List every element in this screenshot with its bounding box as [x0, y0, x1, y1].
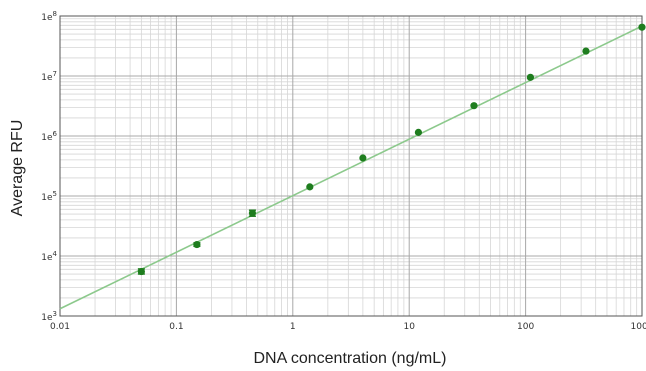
data-point [359, 154, 367, 162]
x-tick-label: 100 [517, 322, 534, 332]
data-point [306, 183, 314, 191]
data-point [470, 102, 478, 110]
x-tick-label: 0.01 [50, 322, 70, 332]
y-tick-label: 1e7 [41, 70, 57, 83]
data-point [638, 23, 646, 31]
y-tick-label: 1e8 [41, 10, 57, 23]
y-tick-label: 1e3 [41, 310, 57, 323]
y-tick-label: 1e4 [41, 250, 57, 263]
x-tick-labels: 0.01 0.1 1 10 100 1000 [50, 322, 646, 332]
plot-area-border [59, 15, 643, 317]
minor-grid [60, 16, 642, 316]
data-point [526, 73, 535, 81]
data-points [137, 23, 646, 276]
x-tick-label: 1000 [631, 322, 646, 332]
fit-line [59, 25, 643, 310]
x-tick-label: 1 [290, 322, 296, 332]
major-grid [59, 15, 643, 317]
data-point [582, 47, 590, 55]
y-tick-label: 1e5 [41, 190, 57, 203]
data-point [137, 267, 145, 276]
data-point [193, 240, 201, 249]
data-point [414, 128, 423, 136]
y-tick-label: 1e6 [41, 130, 57, 143]
data-point [248, 209, 257, 217]
x-axis-label: DNA concentration (ng/mL) [254, 350, 447, 367]
y-axis-label: Average RFU [9, 120, 26, 217]
x-tick-label: 10 [403, 322, 415, 332]
y-tick-labels: 1e3 1e4 1e5 1e6 1e7 1e8 [41, 10, 57, 323]
x-tick-label: 0.1 [169, 322, 183, 332]
